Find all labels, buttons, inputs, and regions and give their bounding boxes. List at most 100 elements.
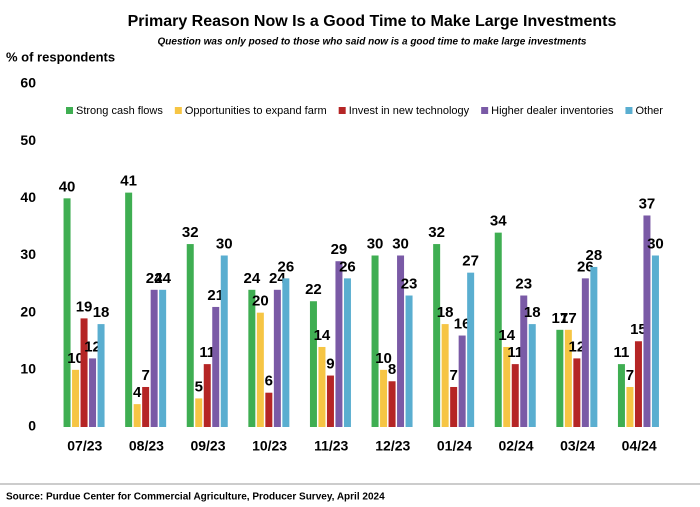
bar (89, 358, 97, 427)
bar (256, 312, 264, 427)
data-label: 5 (195, 378, 203, 395)
bar (150, 289, 158, 427)
bar (581, 278, 589, 427)
data-label: 24 (154, 270, 171, 287)
bar (397, 255, 405, 427)
legend-swatch (338, 107, 346, 114)
bar (80, 318, 88, 427)
bar (203, 364, 211, 427)
bar (528, 324, 536, 427)
data-label: 40 (59, 178, 76, 195)
bar (125, 192, 133, 427)
legend-swatch (481, 107, 489, 114)
data-label: 32 (428, 224, 445, 241)
bar (63, 198, 71, 427)
bar (617, 364, 625, 427)
data-label: 32 (182, 224, 199, 241)
data-label: 30 (367, 235, 384, 252)
bar (433, 244, 441, 427)
data-label: 18 (437, 304, 454, 321)
data-label: 14 (498, 327, 515, 344)
data-label: 18 (524, 304, 541, 321)
data-label: 24 (244, 270, 261, 287)
data-label: 23 (515, 275, 532, 292)
legend-label: Strong cash flows (76, 105, 163, 117)
data-label: 29 (331, 241, 348, 258)
data-label: 14 (314, 327, 331, 344)
data-label: 8 (388, 361, 396, 378)
x-tick-label: 08/23 (129, 438, 164, 454)
bar (380, 369, 388, 427)
bar (72, 369, 80, 427)
data-label: 10 (375, 350, 392, 367)
bar (467, 272, 475, 427)
data-label: 41 (120, 173, 137, 190)
data-label: 34 (490, 213, 507, 230)
legend-label: Other (635, 105, 663, 117)
x-tick-label: 01/24 (437, 438, 472, 454)
data-label: 21 (207, 287, 224, 304)
data-label: 12 (569, 338, 586, 355)
bar (335, 261, 343, 427)
data-label: 15 (630, 321, 647, 338)
data-label: 24 (146, 270, 163, 287)
bar (643, 215, 651, 427)
bar (248, 289, 256, 427)
bar (494, 232, 502, 427)
bar (318, 346, 326, 427)
legend-swatch (66, 107, 73, 114)
bar (195, 398, 203, 427)
data-label: 16 (454, 316, 471, 333)
bar (388, 381, 396, 427)
y-tick-label: 20 (20, 303, 36, 319)
bar (186, 244, 194, 427)
bar (309, 301, 317, 427)
bar (133, 404, 141, 427)
data-label: 30 (216, 235, 233, 252)
x-tick-label: 07/23 (67, 438, 102, 454)
bar (511, 364, 519, 427)
y-tick-label: 50 (20, 132, 36, 148)
x-tick-label: 04/24 (622, 438, 657, 454)
bar (590, 266, 598, 427)
bar (564, 329, 572, 427)
bar (651, 255, 659, 427)
data-label: 7 (141, 367, 149, 384)
bar (220, 255, 228, 427)
bar (503, 346, 511, 427)
legend-swatch (625, 107, 633, 114)
source-note: Source: Purdue Center for Commercial Agr… (6, 492, 385, 503)
data-label: 12 (84, 338, 101, 355)
legend-swatch (174, 107, 182, 114)
data-label: 27 (462, 253, 479, 270)
bar (634, 341, 642, 427)
chart-title: Primary Reason Now Is a Good Time to Mak… (128, 13, 617, 30)
data-label: 20 (252, 293, 269, 310)
data-label: 24 (269, 270, 286, 287)
data-label: 26 (339, 258, 356, 275)
y-tick-label: 40 (20, 189, 36, 205)
x-tick-label: 03/24 (560, 438, 595, 454)
bar (573, 358, 581, 427)
data-label: 7 (449, 367, 457, 384)
x-tick-label: 02/24 (498, 438, 533, 454)
bar (326, 375, 334, 427)
data-label: 9 (326, 356, 334, 373)
data-label: 30 (392, 235, 409, 252)
bar (142, 386, 150, 427)
data-label: 11 (507, 344, 523, 361)
bar (371, 255, 379, 427)
x-tick-label: 10/23 (252, 438, 287, 454)
legend-label: Invest in new technology (349, 105, 470, 117)
bar (520, 295, 528, 427)
y-tick-label: 10 (20, 361, 36, 377)
legend-label: Opportunities to expand farm (185, 105, 327, 117)
bar (450, 386, 458, 427)
bar (282, 278, 290, 427)
bar (458, 335, 466, 427)
data-label: 26 (577, 258, 594, 275)
data-label: 17 (552, 310, 569, 327)
bar (343, 278, 351, 427)
y-tick-label: 0 (28, 418, 36, 434)
